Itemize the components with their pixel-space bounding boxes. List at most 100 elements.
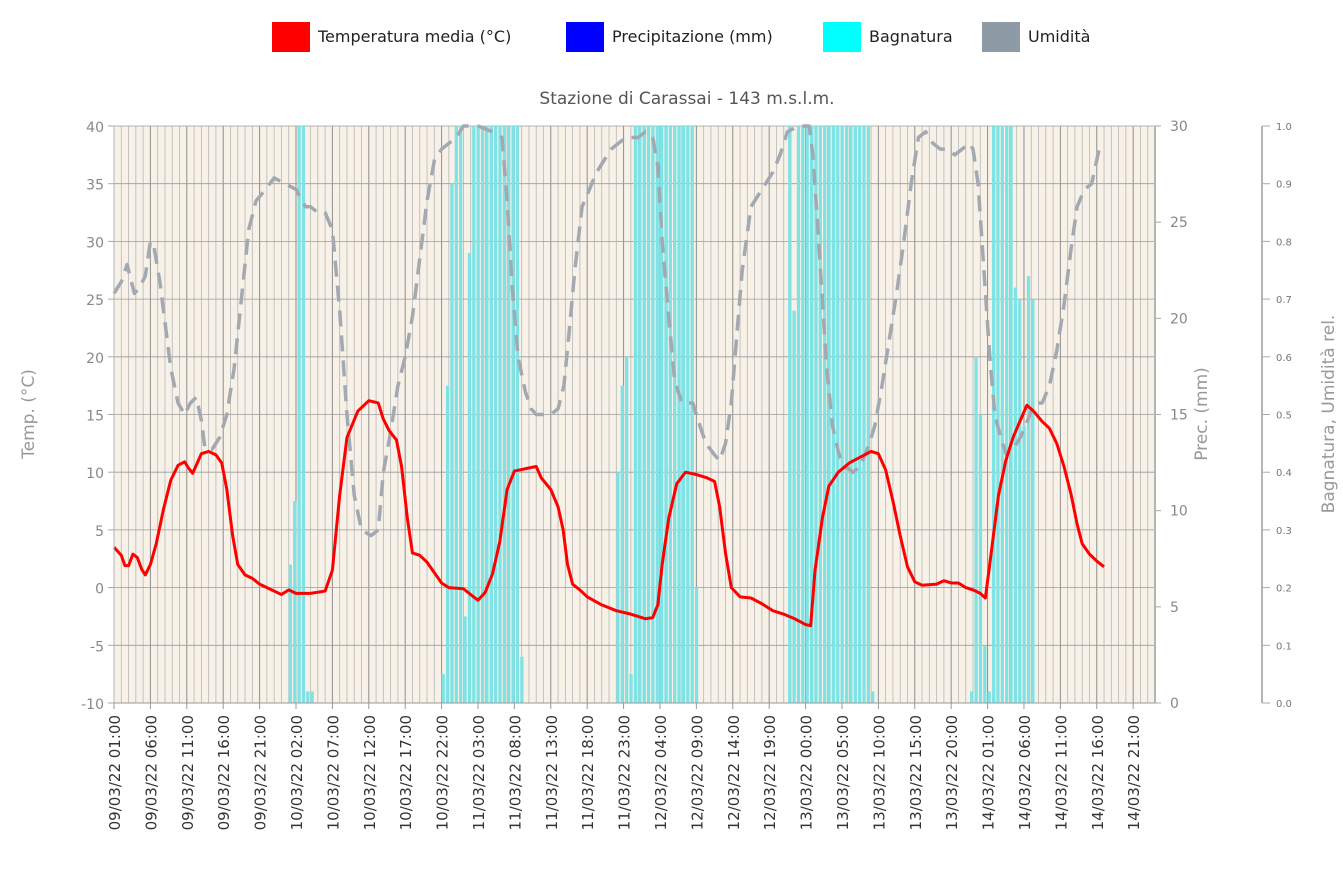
right-tick-label: 0 [1170,696,1179,712]
legend-item-humidity[interactable]: Umidità [982,22,1090,52]
left-tick-label: -10 [81,697,104,713]
bar-wetness [498,126,502,703]
bar-wetness [1005,126,1009,703]
right-axis-ticks: 30 25 20 15 10 5 0 [1155,119,1188,712]
bar-wetness [809,126,814,703]
x-tick-label: 14/03/22 21:00 [1125,715,1143,830]
x-tick-label: 14/03/22 01:00 [980,715,998,830]
bar-wetness [694,587,699,703]
left-tick-label: 15 [86,409,104,425]
bar-wetness [974,356,978,703]
x-tick-label: 10/03/22 22:00 [434,715,452,830]
x-tick-label: 10/03/22 17:00 [397,715,415,830]
bar-wetness [651,126,655,703]
bar-wetness [450,183,454,703]
legend-item-precipitation[interactable]: Precipitazione (mm) [566,22,773,52]
right-tick-label: 30 [1170,119,1188,135]
bar-wetness [831,126,836,703]
left-axis-label: Temp. (°C) [19,369,39,460]
bar-wetness [629,674,633,703]
x-tick-label: 13/03/22 00:00 [798,715,816,830]
bar-wetness [642,126,646,703]
bar-wetness [862,126,866,703]
right2-tick-label: 0.2 [1276,584,1292,595]
chart-title: Stazione di Carassai - 143 m.s.l.m. [539,89,834,109]
x-tick-label: 09/03/22 06:00 [142,715,160,830]
bar-wetness [638,126,642,703]
bar-wetness [297,126,301,703]
bar-wetness [472,126,476,703]
bar-wetness [301,126,306,703]
bar-wetness [476,126,480,703]
bar-wetness [978,414,983,703]
bar-wetness [620,385,624,703]
bar-wetness [1018,299,1022,703]
bar-wetness [796,126,801,703]
legend-swatch-temperature [272,22,310,52]
bar-wetness [673,126,677,703]
x-tick-label: 10/03/22 12:00 [361,715,379,830]
left-tick-label: -5 [90,639,104,655]
legend: Temperatura media (°C) Precipitazione (m… [272,22,1090,52]
right2-tick-label: 0.6 [1276,353,1292,364]
x-tick-label: 13/03/22 20:00 [943,715,961,830]
bar-wetness [686,126,690,703]
x-tick-label: 11/03/22 18:00 [579,715,597,830]
legend-item-temperature[interactable]: Temperatura media (°C) [272,22,511,52]
bar-wetness [814,126,818,703]
bar-wetness [668,126,672,703]
right-tick-label: 20 [1170,311,1188,327]
bar-wetness [788,126,792,703]
right2-tick-label: 1.0 [1276,122,1292,133]
bar-wetness [866,126,870,703]
bar-wetness [310,691,314,703]
bar-wetness [288,564,292,703]
x-tick-label: 11/03/22 08:00 [506,715,524,830]
bar-wetness [1000,126,1004,703]
bar-wetness [840,126,844,703]
left-tick-label: 30 [86,235,104,251]
legend-label-wetness: Bagnatura [869,27,953,46]
x-tick-label: 13/03/22 10:00 [870,715,888,830]
humidity-line [112,124,1103,538]
legend-item-wetness[interactable]: Bagnatura [823,22,953,52]
right2-tick-label: 0.0 [1276,699,1292,710]
bar-wetness [625,356,629,703]
x-tick-label: 10/03/22 02:00 [288,715,306,830]
bar-wetness [690,126,694,703]
right2-tick-label: 0.3 [1276,526,1292,537]
bar-wetness [1026,276,1031,703]
x-tick-label: 12/03/22 09:00 [688,715,706,830]
x-tick-label: 14/03/22 11:00 [1052,715,1070,830]
x-tick-label: 13/03/22 15:00 [907,715,925,830]
bar-wetness [454,126,458,703]
legend-swatch-wetness [823,22,861,52]
x-tick-label: 12/03/22 14:00 [725,715,743,830]
x-tick-label: 13/03/22 05:00 [834,715,852,830]
legend-swatch-precipitation [566,22,604,52]
bar-wetness [494,126,498,703]
bar-wetness [306,691,310,703]
bar-wetness [983,645,987,703]
x-axis-ticks: 09/03/22 01:00 09/03/22 06:00 09/03/22 11:… [106,703,1143,830]
bar-wetness [1009,126,1013,703]
legend-label-temperature: Temperatura media (°C) [317,27,511,46]
left-tick-label: 35 [86,178,104,194]
bar-wetness [1013,287,1018,703]
bar-wetness [1031,299,1035,703]
right-tick-label: 25 [1170,215,1188,231]
x-tick-label: 09/03/22 21:00 [252,715,270,830]
bar-wetness [467,252,472,703]
bar-wetness [507,126,511,703]
bar-wetness [792,310,796,703]
right-tick-label: 15 [1170,408,1188,424]
series-lines [112,124,1105,628]
left-tick-label: 10 [86,466,104,482]
bar-wetness [616,472,620,703]
bar-wetness [633,126,638,703]
bar-wetness [463,616,467,703]
bar-wetness [970,691,974,703]
bar-wetness [515,126,520,703]
right2-tick-label: 0.9 [1276,180,1292,191]
